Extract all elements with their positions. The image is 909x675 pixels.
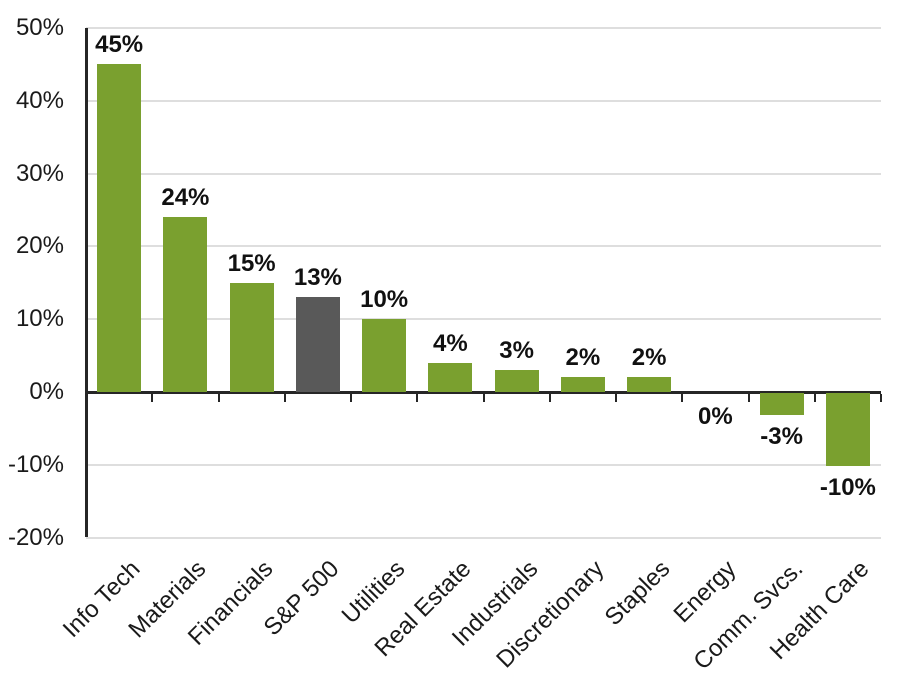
bar-value-label: 24% xyxy=(161,184,210,212)
bar xyxy=(362,319,407,392)
y-axis-tick-label: 10% xyxy=(15,305,64,333)
gridline xyxy=(86,536,881,539)
x-axis-tick xyxy=(482,394,485,402)
x-axis-tick xyxy=(217,394,220,402)
y-axis-tick-label: 50% xyxy=(15,14,64,41)
y-axis-tick-label: -20% xyxy=(7,523,64,551)
bar xyxy=(428,362,473,392)
x-axis-tick xyxy=(416,394,419,402)
bar xyxy=(229,282,274,392)
x-axis-tick xyxy=(747,394,750,402)
bar xyxy=(163,217,208,392)
y-axis-tick-label: 40% xyxy=(15,86,64,114)
bar xyxy=(627,377,672,392)
bar-value-label: -3% xyxy=(760,422,803,450)
gridline xyxy=(86,99,881,102)
x-axis-zero-line xyxy=(86,391,881,394)
category-label: Staples xyxy=(599,555,676,631)
y-axis-tick-label: 0% xyxy=(29,378,64,405)
x-axis-tick xyxy=(615,394,617,402)
bar xyxy=(825,393,870,466)
y-axis-line xyxy=(85,28,88,537)
bar-value-label: 2% xyxy=(631,344,667,372)
bar-value-label: 15% xyxy=(227,249,276,277)
bar-highlight xyxy=(295,297,340,392)
bar-value-label: 13% xyxy=(293,264,342,292)
bar-value-label: 3% xyxy=(499,337,534,365)
y-axis-tick-label: 30% xyxy=(15,159,64,187)
x-axis-tick xyxy=(151,394,154,402)
gridline xyxy=(86,27,881,29)
bar xyxy=(560,377,605,392)
gridline xyxy=(86,172,881,175)
bar xyxy=(759,393,804,415)
x-axis-tick xyxy=(350,394,352,402)
bar-value-label: 10% xyxy=(360,286,409,314)
bar xyxy=(97,64,142,392)
gridline xyxy=(86,463,881,466)
x-axis-tick xyxy=(880,394,882,402)
bar-value-label: -10% xyxy=(819,473,876,501)
bar-value-label: 4% xyxy=(433,329,468,357)
x-axis-tick xyxy=(85,394,87,402)
x-axis-tick xyxy=(813,394,816,402)
y-axis-tick-label: -10% xyxy=(7,450,64,478)
x-axis-tick xyxy=(681,394,684,402)
y-axis-tick-label: 20% xyxy=(15,232,64,260)
x-axis-tick xyxy=(548,394,551,402)
bar-value-label: 2% xyxy=(565,344,601,372)
bar xyxy=(494,370,539,392)
x-axis-tick xyxy=(283,394,286,402)
bar-value-label: 45% xyxy=(95,31,144,59)
bar-value-label: 0% xyxy=(698,403,733,430)
